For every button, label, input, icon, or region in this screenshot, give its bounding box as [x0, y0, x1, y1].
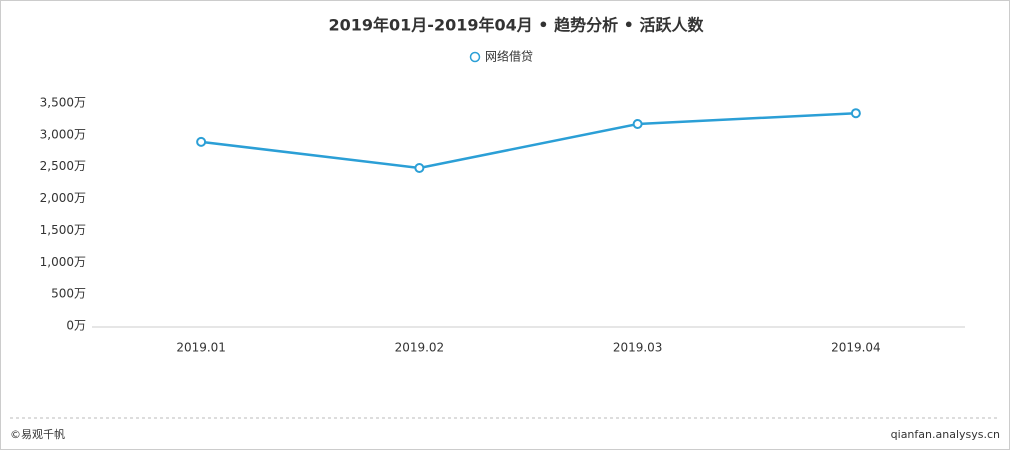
y-tick-label: 500万 [51, 287, 86, 301]
y-tick-label: 2,500万 [40, 159, 86, 173]
x-tick-label: 2019.01 [176, 341, 226, 355]
point [632, 119, 643, 130]
x-tick-label: 2019.03 [613, 341, 663, 355]
point [850, 108, 861, 119]
footer-left: ©易观千帆 [10, 427, 65, 441]
footer-right: qianfan.analysys.cn [891, 428, 1000, 441]
y-tick-label: 2,000万 [40, 191, 86, 205]
y-tick-label: 3,500万 [40, 96, 86, 110]
legend-marker [469, 51, 481, 63]
x-tick-label: 2019.04 [831, 341, 881, 355]
point [414, 162, 425, 173]
y-tick-label: 1,000万 [40, 255, 86, 269]
line [200, 111, 856, 170]
y-tick-label: 0万 [66, 319, 86, 333]
point [196, 136, 207, 147]
y-tick-label: 3,000万 [40, 127, 86, 141]
y-tick-label: 1,500万 [40, 223, 86, 237]
chart-title: 2019年01月-2019年04月 • 趋势分析 • 活跃人数 [329, 16, 705, 35]
x-tick-label: 2019.02 [395, 341, 445, 355]
legend-label: 网络借贷 [485, 49, 533, 64]
